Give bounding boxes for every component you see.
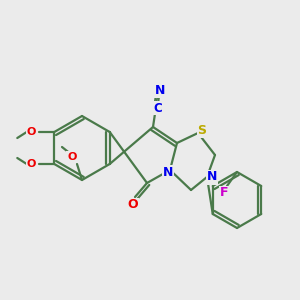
Text: O: O [27, 127, 36, 137]
Text: O: O [128, 199, 138, 212]
Text: C: C [154, 101, 162, 115]
Text: N: N [163, 166, 173, 178]
Text: O: O [27, 159, 36, 169]
Text: N: N [207, 170, 217, 184]
Text: O: O [67, 152, 77, 162]
Text: S: S [197, 124, 206, 136]
Text: F: F [220, 187, 228, 200]
Text: N: N [155, 83, 165, 97]
